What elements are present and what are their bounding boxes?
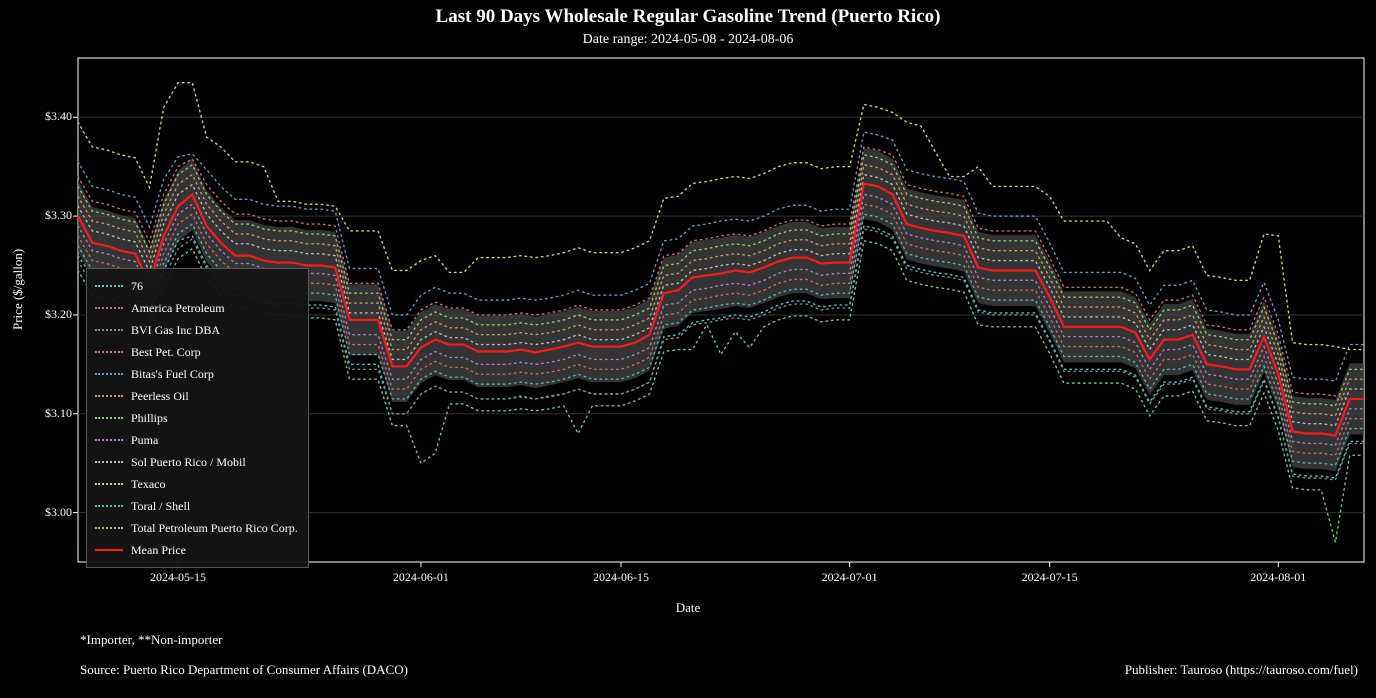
x-tick-label: 2024-06-01 <box>393 570 449 585</box>
legend-item-peerless: Peerless Oil <box>95 385 298 407</box>
x-tick-label: 2024-06-15 <box>593 570 649 585</box>
legend-swatch <box>95 483 123 485</box>
legend-swatch <box>95 285 123 287</box>
x-tick-label: 2024-07-01 <box>822 570 878 585</box>
legend-swatch <box>95 373 123 375</box>
legend-label: Phillips <box>131 411 168 426</box>
legend-label: Mean Price <box>131 543 186 558</box>
legend-label: Bitas's Fuel Corp <box>131 367 214 382</box>
source-label: Source: Puerto Rico Department of Consum… <box>80 662 408 678</box>
legend-label: BVI Gas Inc DBA <box>131 323 220 338</box>
legend-item-mean: Mean Price <box>95 539 298 561</box>
y-tick-label: $3.40 <box>22 109 72 124</box>
legend-swatch <box>95 329 123 331</box>
legend-label: Peerless Oil <box>131 389 189 404</box>
legend: 76 America Petroleum BVI Gas Inc DBA Best P… <box>86 268 309 568</box>
legend-item-sol-mobil: Sol Puerto Rico / Mobil <box>95 451 298 473</box>
legend-label: Puma <box>131 433 158 448</box>
legend-item-texaco: Texaco <box>95 473 298 495</box>
y-tick-label: $3.10 <box>22 406 72 421</box>
legend-item-bitas: Bitas's Fuel Corp <box>95 363 298 385</box>
legend-label: Sol Puerto Rico / Mobil <box>131 455 246 470</box>
legend-swatch <box>95 549 123 551</box>
publisher-label: Publisher: Tauroso (https://tauroso.com/… <box>1125 662 1358 678</box>
y-tick-label: $3.20 <box>22 307 72 322</box>
legend-label: Toral / Shell <box>131 499 190 514</box>
legend-swatch <box>95 527 123 529</box>
legend-swatch <box>95 417 123 419</box>
legend-swatch <box>95 461 123 463</box>
legend-swatch <box>95 439 123 441</box>
legend-swatch <box>95 505 123 507</box>
legend-item-bvi-gas: BVI Gas Inc DBA <box>95 319 298 341</box>
legend-item-76: 76 <box>95 275 298 297</box>
legend-item-best-pet: Best Pet. Corp <box>95 341 298 363</box>
x-tick-label: 2024-08-01 <box>1250 570 1306 585</box>
legend-swatch <box>95 307 123 309</box>
legend-item-puma: Puma <box>95 429 298 451</box>
legend-label: Total Petroleum Puerto Rico Corp. <box>131 521 298 536</box>
chart-container: Last 90 Days Wholesale Regular Gasoline … <box>0 0 1376 698</box>
legend-item-toral-shell: Toral / Shell <box>95 495 298 517</box>
legend-item-total: Total Petroleum Puerto Rico Corp. <box>95 517 298 539</box>
legend-item-phillips: Phillips <box>95 407 298 429</box>
x-tick-label: 2024-05-15 <box>150 570 206 585</box>
x-tick-label: 2024-07-15 <box>1022 570 1078 585</box>
footnote-importer: *Importer, **Non-importer <box>80 632 222 648</box>
legend-label: 76 <box>131 279 143 294</box>
legend-label: Best Pet. Corp <box>131 345 201 360</box>
legend-label: America Petroleum <box>131 301 225 316</box>
legend-label: Texaco <box>131 477 165 492</box>
legend-swatch <box>95 351 123 353</box>
legend-item-america-petroleum: America Petroleum <box>95 297 298 319</box>
y-tick-label: $3.30 <box>22 208 72 223</box>
legend-swatch <box>95 395 123 397</box>
y-tick-label: $3.00 <box>22 505 72 520</box>
